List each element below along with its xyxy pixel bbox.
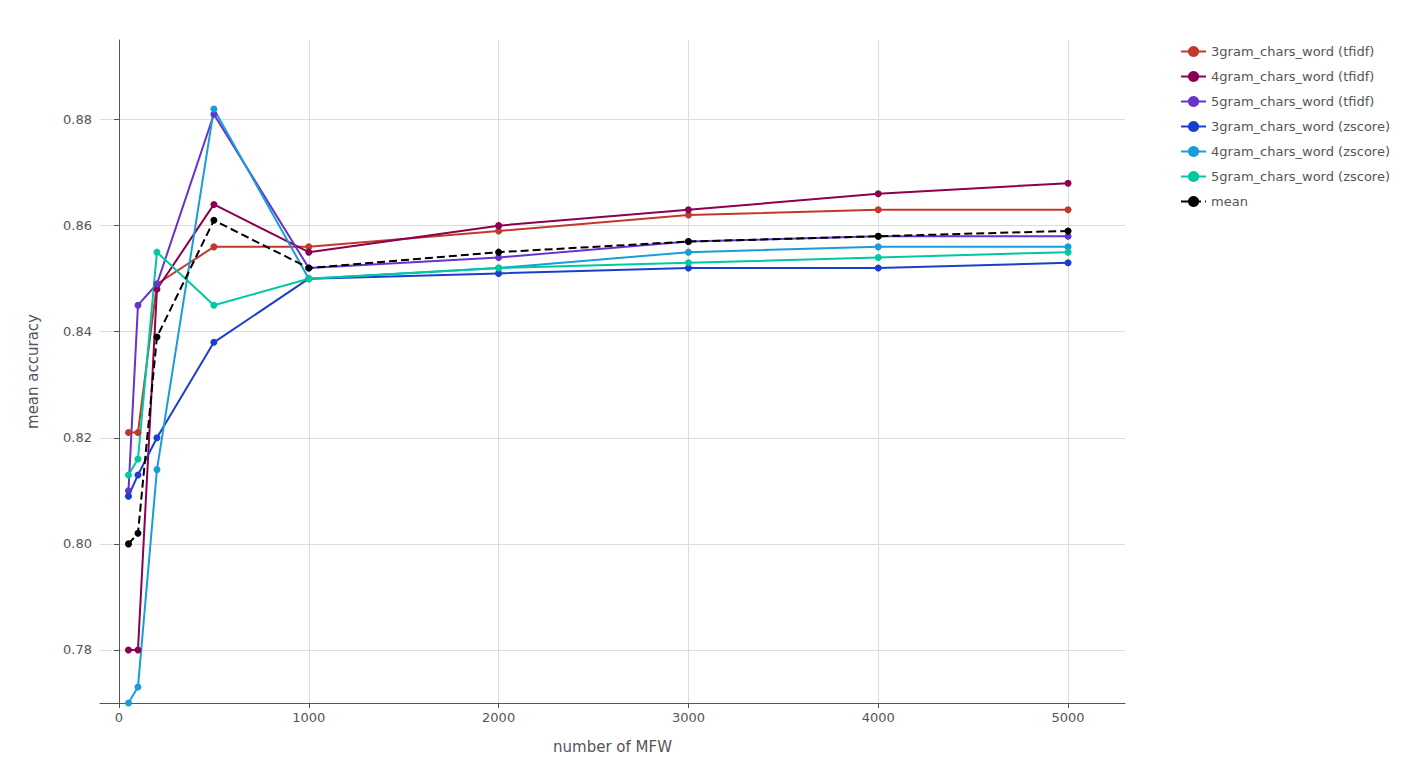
svg-text:3gram_chars_word (tfidf): 3gram_chars_word (tfidf) (1211, 44, 1374, 59)
svg-text:5gram_chars_word (tfidf): 5gram_chars_word (tfidf) (1211, 94, 1374, 109)
svg-text:number of MFW: number of MFW (553, 738, 672, 756)
svg-text:4000: 4000 (862, 710, 895, 725)
svg-text:1000: 1000 (292, 710, 325, 725)
svg-text:0.86: 0.86 (63, 218, 92, 233)
svg-text:mean accuracy: mean accuracy (24, 314, 42, 429)
svg-text:0.82: 0.82 (63, 430, 92, 445)
svg-text:0: 0 (115, 710, 123, 725)
svg-text:0.84: 0.84 (63, 324, 92, 339)
svg-text:0.80: 0.80 (63, 536, 92, 551)
svg-text:0.88: 0.88 (63, 112, 92, 127)
svg-text:mean: mean (1211, 194, 1248, 209)
svg-text:5gram_chars_word (zscore): 5gram_chars_word (zscore) (1211, 169, 1390, 184)
svg-text:3gram_chars_word (zscore): 3gram_chars_word (zscore) (1211, 119, 1390, 134)
svg-text:5000: 5000 (1052, 710, 1085, 725)
svg-text:2000: 2000 (482, 710, 515, 725)
svg-text:4gram_chars_word (zscore): 4gram_chars_word (zscore) (1211, 144, 1390, 159)
svg-text:4gram_chars_word (tfidf): 4gram_chars_word (tfidf) (1211, 69, 1374, 84)
svg-text:0.78: 0.78 (63, 642, 92, 657)
svg-text:3000: 3000 (672, 710, 705, 725)
